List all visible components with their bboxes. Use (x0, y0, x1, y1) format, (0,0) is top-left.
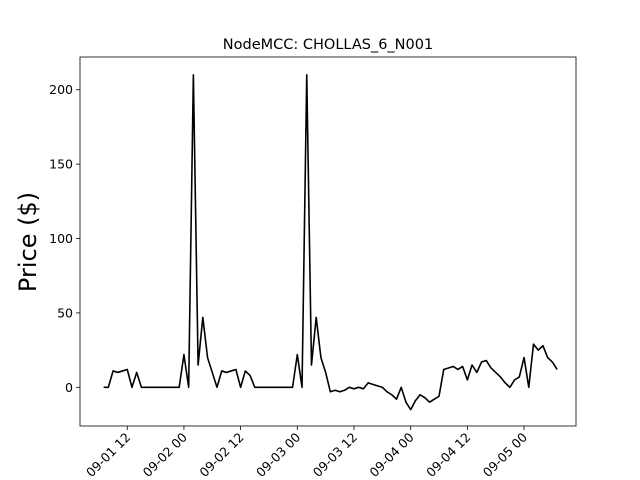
price-line (103, 74, 558, 411)
x-tick-label: 09-02 00 (140, 429, 190, 479)
plot-frame (79, 56, 577, 427)
x-tick-label: 09-02 12 (196, 430, 246, 480)
x-tick-label: 09-04 12 (423, 430, 473, 480)
x-tick-label: 09-01 12 (83, 430, 133, 480)
x-tick-label: 09-03 12 (310, 430, 360, 480)
x-tick-label: 09-05 00 (480, 429, 530, 479)
y-tick-label: 100 (49, 231, 73, 246)
x-tick-label: 09-03 00 (253, 429, 303, 479)
x-tick-label: 09-04 00 (366, 429, 416, 479)
y-axis-label: Price ($) (14, 192, 42, 292)
y-tick-label: 50 (57, 305, 73, 320)
chart-title: NodeMCC: CHOLLAS_6_N001 (223, 37, 433, 53)
y-tick-label: 150 (49, 157, 73, 172)
y-tick-label: 200 (49, 82, 73, 97)
y-tick-label: 0 (65, 380, 73, 395)
